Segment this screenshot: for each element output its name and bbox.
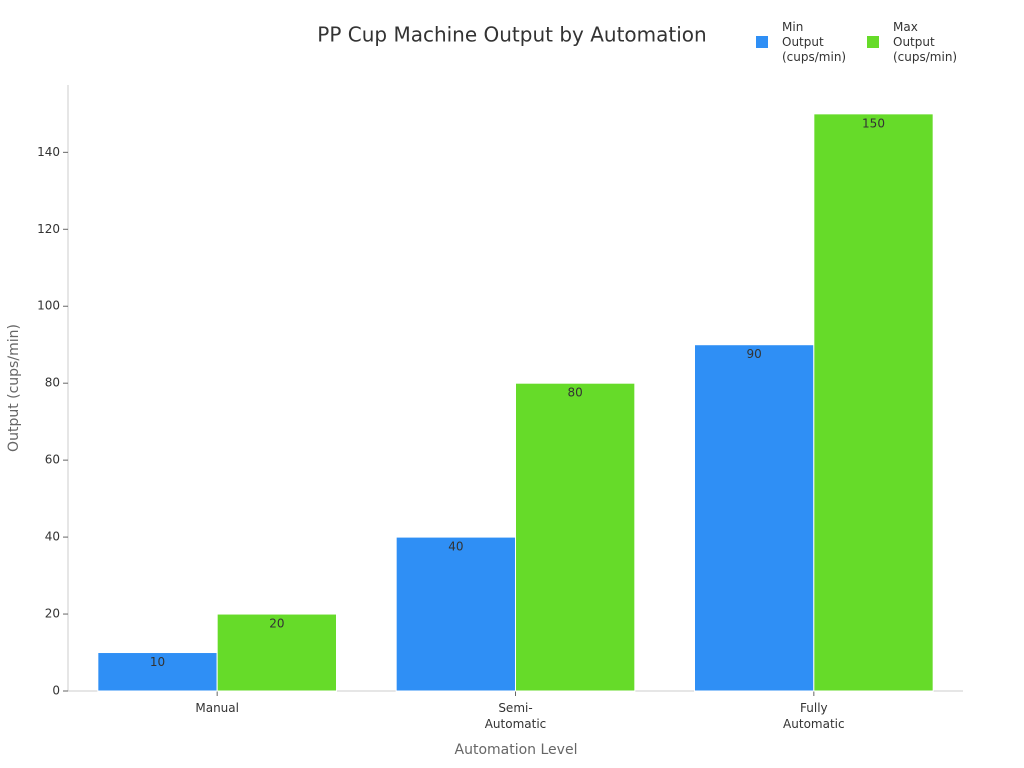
bar <box>97 652 218 692</box>
data-label: 80 <box>568 386 583 400</box>
y-tick-label: 40 <box>45 530 60 544</box>
data-label: 150 <box>862 116 885 130</box>
bar <box>395 536 516 692</box>
y-tick-label: 120 <box>37 222 60 236</box>
y-tick-label: 80 <box>45 376 60 390</box>
x-tick-label: Manual <box>195 701 239 715</box>
bar <box>216 613 338 692</box>
bar <box>515 382 636 692</box>
data-label: 20 <box>269 617 284 631</box>
y-axis-title: Output (cups/min) <box>6 324 22 452</box>
legend-label: Max Output (cups/min) <box>893 20 957 64</box>
legend-label: Min Output (cups/min) <box>782 20 846 64</box>
y-tick-label: 20 <box>45 607 60 621</box>
y-tick-label: 0 <box>52 684 60 698</box>
data-label: 90 <box>747 347 762 361</box>
chart-title: PP Cup Machine Output by Automation <box>317 23 706 47</box>
bar <box>694 344 815 692</box>
legend-swatch <box>756 36 768 48</box>
x-axis-title: Automation Level <box>455 742 578 758</box>
y-tick-label: 60 <box>45 453 60 467</box>
x-tick-label: Fully Automatic <box>783 701 845 731</box>
y-tick-label: 100 <box>37 299 60 313</box>
data-label: 10 <box>150 655 165 669</box>
data-label: 40 <box>448 540 463 554</box>
x-tick-label: Semi-Automatic <box>485 701 547 731</box>
legend-swatch <box>867 36 879 48</box>
y-tick-label: 140 <box>37 145 60 159</box>
bar <box>813 113 934 692</box>
